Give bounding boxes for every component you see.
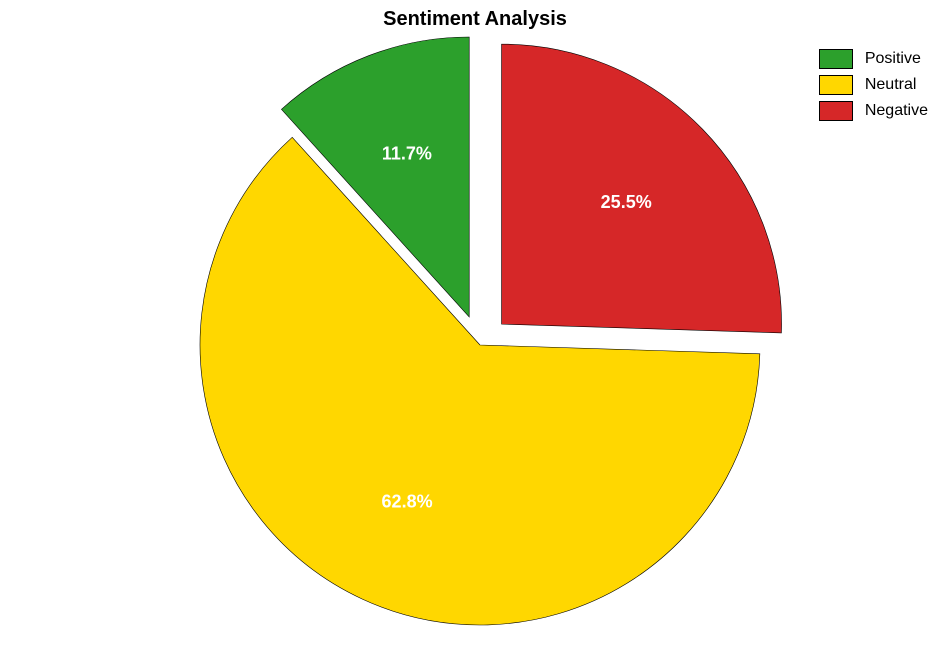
legend-swatch-positive [819, 49, 853, 69]
slice-label-negative: 25.5% [601, 192, 652, 212]
legend-item-neutral: Neutral [819, 74, 928, 96]
legend: Positive Neutral Negative [819, 48, 928, 126]
slice-label-positive: 11.7% [382, 144, 432, 164]
pie-slice-negative [502, 44, 782, 333]
slice-label-neutral: 62.8% [382, 491, 433, 511]
legend-item-negative: Negative [819, 100, 928, 122]
legend-label-negative: Negative [865, 102, 928, 120]
legend-swatch-neutral [819, 75, 853, 95]
legend-swatch-negative [819, 101, 853, 121]
legend-label-neutral: Neutral [865, 76, 917, 94]
pie-chart-svg: 11.7% 62.8% 25.5% [0, 0, 950, 662]
legend-item-positive: Positive [819, 48, 928, 70]
pie-chart-container: Sentiment Analysis 11.7%62.8%25.5% Posit… [0, 0, 950, 662]
legend-label-positive: Positive [865, 50, 921, 68]
